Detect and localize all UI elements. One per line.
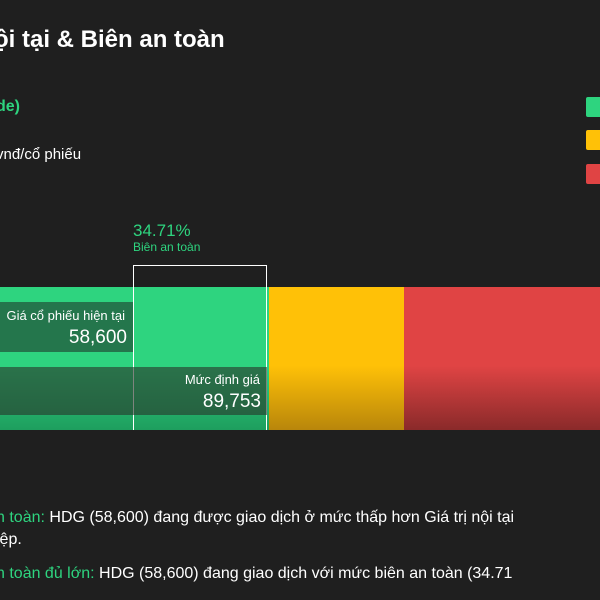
chart-title: ội tại & Biên an toàn bbox=[0, 26, 225, 53]
safety-margin-percent: 34.71% bbox=[133, 221, 191, 240]
safety-margin-label: Biên an toàn bbox=[133, 240, 201, 254]
current-price-label: Giá cổ phiếu hiện tại bbox=[6, 308, 125, 323]
current-price-value: 58,600 bbox=[68, 327, 127, 348]
legend-swatch-green bbox=[586, 97, 600, 117]
valuation-label: Mức định giá bbox=[184, 372, 260, 387]
legend-swatch-red bbox=[586, 164, 600, 184]
note-line-2: n toàn đủ lớn: HDG (58,600) đang giao dị… bbox=[0, 565, 512, 583]
note-1-highlight: n toàn: bbox=[0, 509, 45, 526]
note-2-text: HDG (58,600) đang giao dịch với mức biên… bbox=[94, 565, 513, 582]
legend-swatch-yellow bbox=[586, 130, 600, 150]
valuation-marker: Mức định giá 89,753 bbox=[0, 367, 267, 415]
zone-fair bbox=[269, 287, 404, 430]
note-2-highlight: n toàn đủ lớn: bbox=[0, 565, 95, 582]
safety-margin-bracket bbox=[133, 265, 267, 430]
note-1-text: HDG (58,600) đang được giao dịch ở mức t… bbox=[44, 509, 515, 526]
note-line-1: n toàn: HDG (58,600) đang được giao dịch… bbox=[0, 509, 514, 527]
zone-overvalued bbox=[403, 287, 600, 430]
note-line-1b: iệp. bbox=[0, 531, 22, 548]
valuation-value: 89,753 bbox=[202, 391, 261, 412]
current-price-marker: Giá cổ phiếu hiện tại 58,600 bbox=[0, 302, 133, 352]
chart-subtitle: de) bbox=[0, 98, 20, 115]
unit-label: vnđ/cổ phiếu bbox=[0, 146, 82, 163]
